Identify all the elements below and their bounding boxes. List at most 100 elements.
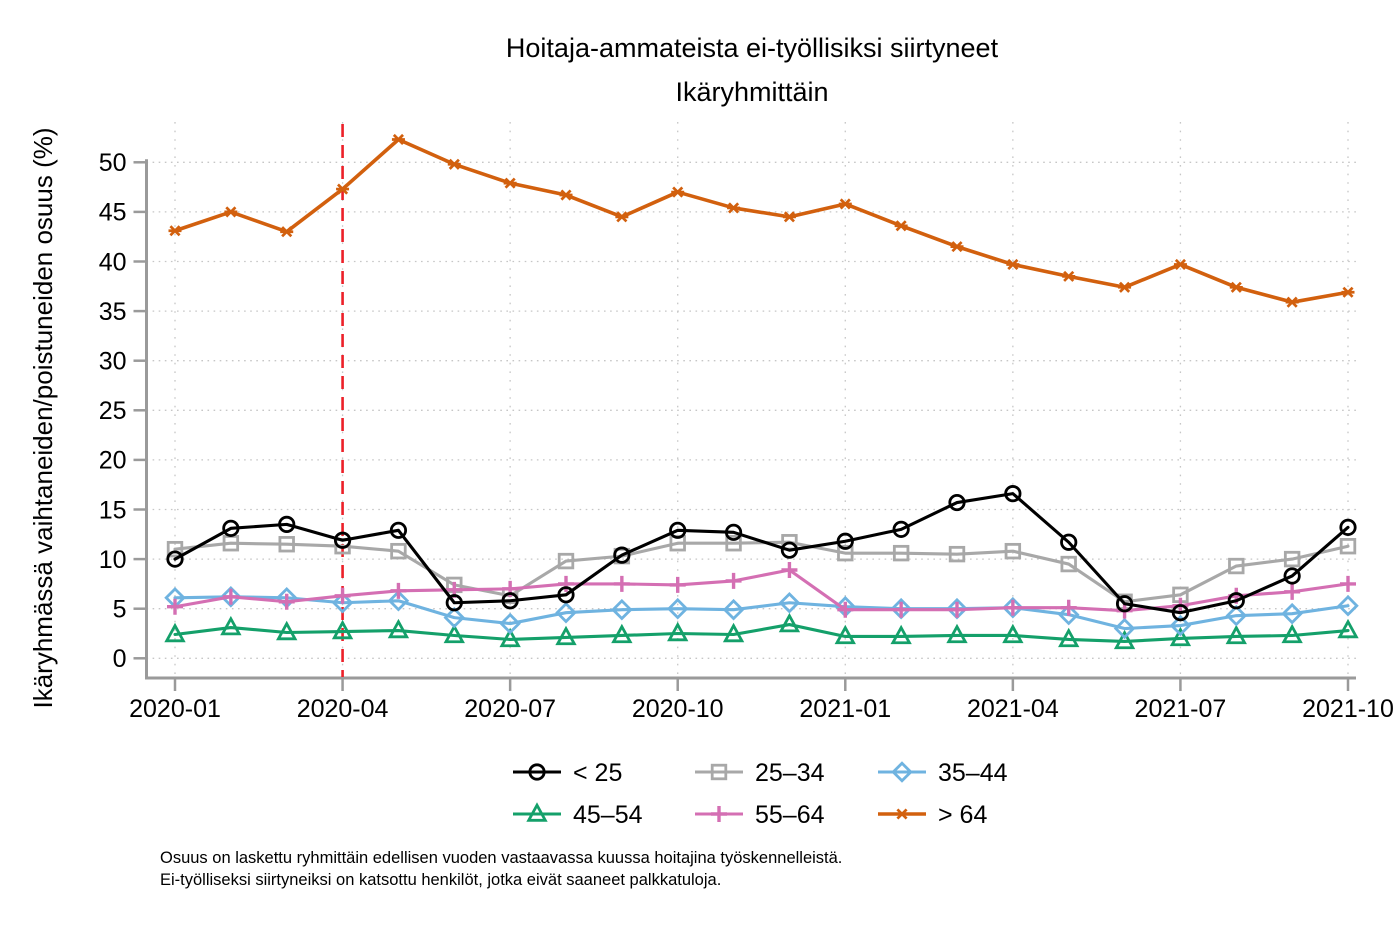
data-point-marker-triangle xyxy=(722,622,745,643)
data-point-marker-asterisk xyxy=(1062,270,1076,282)
data-point-marker-diamond xyxy=(1002,596,1024,619)
series-triangle xyxy=(164,612,1359,650)
data-point-marker-asterisk xyxy=(336,183,350,195)
data-point-marker-triangle xyxy=(1169,626,1192,647)
x-tick-label: 2021-01 xyxy=(799,695,891,723)
data-point-marker-circle xyxy=(1283,567,1301,585)
data-point-marker-circle xyxy=(1004,485,1022,503)
data-point-marker-square xyxy=(390,542,407,560)
data-point-marker-triangle xyxy=(276,620,298,641)
data-point-marker-square xyxy=(837,544,854,562)
data-point-marker-triangle xyxy=(499,627,521,648)
series-plus xyxy=(167,562,1356,619)
data-point-marker-triangle xyxy=(778,612,801,633)
data-point-marker-asterisk xyxy=(1006,258,1020,271)
data-point-marker-asterisk xyxy=(894,220,908,232)
data-point-marker-plus xyxy=(725,572,742,589)
legend-label: 45–54 xyxy=(573,801,643,829)
y-tick-label: 25 xyxy=(99,397,127,425)
x-tick-label: 2021-07 xyxy=(1135,695,1227,723)
data-point-marker-triangle xyxy=(555,625,577,646)
y-tick-label: 50 xyxy=(99,149,127,177)
x-tick-label: 2021-04 xyxy=(967,695,1059,723)
data-point-marker-asterisk xyxy=(224,206,238,218)
data-point-marker-asterisk xyxy=(280,226,294,238)
gridlines xyxy=(146,122,1356,677)
data-point-marker-triangle xyxy=(1281,623,1303,644)
y-tick-label: 35 xyxy=(99,298,127,326)
data-point-marker-asterisk xyxy=(559,189,573,201)
data-point-marker-square xyxy=(557,552,575,570)
legend-item: 25–34 xyxy=(695,759,825,787)
legend-label: < 25 xyxy=(573,759,622,787)
data-point-marker-square xyxy=(278,536,295,553)
data-point-marker-asterisk xyxy=(1285,296,1299,308)
data-point-marker-diamond xyxy=(1281,602,1303,625)
legend-item: 55–64 xyxy=(695,801,825,829)
data-point-marker-circle xyxy=(222,519,240,537)
data-point-marker-triangle xyxy=(611,623,633,644)
data-point-marker-plus xyxy=(278,593,295,610)
data-point-marker-asterisk xyxy=(391,133,405,146)
series-line xyxy=(173,595,1350,631)
data-point-marker-circle xyxy=(724,523,743,541)
data-point-marker-circle xyxy=(892,520,910,538)
y-tick-label: 5 xyxy=(113,595,127,623)
data-point-marker-diamond xyxy=(1337,594,1359,617)
series-line xyxy=(173,540,1350,604)
legend-label: 35–44 xyxy=(938,759,1008,787)
data-point-marker-plus xyxy=(893,601,910,618)
legend-item: 45–54 xyxy=(513,801,643,829)
data-point-marker-plus xyxy=(711,806,727,822)
data-point-marker-circle xyxy=(780,541,799,559)
data-point-marker-square xyxy=(892,544,910,562)
data-point-marker-plus xyxy=(837,601,854,618)
data-point-marker-circle xyxy=(389,521,408,539)
data-point-marker-asterisk xyxy=(503,177,517,189)
legend-item: 35–44 xyxy=(878,759,1008,787)
data-point-marker-plus xyxy=(1284,583,1301,600)
data-point-marker-circle xyxy=(278,515,296,533)
data-point-marker-triangle xyxy=(1337,618,1359,639)
legend-label: > 64 xyxy=(938,801,987,829)
data-point-marker-circle xyxy=(836,532,854,550)
data-point-marker-plus xyxy=(1060,599,1077,616)
data-point-marker-square xyxy=(1339,538,1357,555)
data-point-marker-circle xyxy=(166,550,184,568)
data-point-marker-triangle xyxy=(443,623,465,644)
data-point-marker-asterisk xyxy=(671,186,685,198)
series-line xyxy=(173,492,1350,615)
data-point-marker-asterisk xyxy=(168,225,182,237)
series-line xyxy=(173,137,1350,304)
data-point-marker-plus xyxy=(1340,575,1356,592)
x-tick-label: 2020-10 xyxy=(632,695,724,723)
data-point-marker-plus xyxy=(222,588,239,605)
data-point-marker-asterisk xyxy=(727,202,741,214)
data-point-marker-diamond xyxy=(891,761,913,783)
data-point-marker-diamond xyxy=(1113,617,1136,640)
data-point-marker-circle xyxy=(1227,592,1245,610)
footnote-line1: Osuus on laskettu ryhmittäin edellisen v… xyxy=(160,849,842,867)
data-point-marker-diamond xyxy=(778,591,801,614)
data-point-marker-square xyxy=(948,545,966,563)
data-point-marker-circle xyxy=(501,592,519,610)
data-point-marker-asterisk xyxy=(782,211,796,223)
data-point-marker-circle xyxy=(669,521,687,539)
y-axis-label: Ikäryhmässä vaihtaneiden/poistuneiden os… xyxy=(28,127,58,708)
data-point-marker-diamond xyxy=(1169,614,1192,637)
data-point-marker-triangle xyxy=(331,619,354,640)
data-point-marker-square xyxy=(710,763,728,781)
data-point-marker-circle xyxy=(948,493,966,512)
axis-tick-labels: 0 5 10 15 20 25 30 35 40 45 50 2020-01 2020-04 2020-0… xyxy=(99,149,1394,723)
legend-item: > 64 xyxy=(878,801,987,829)
data-point-marker-circle xyxy=(1115,595,1134,613)
data-point-marker-circle xyxy=(333,531,352,549)
data-point-marker-diamond xyxy=(443,606,466,629)
legend-label: 25–34 xyxy=(755,759,825,787)
data-point-marker-diamond xyxy=(1057,603,1080,626)
data-point-marker-plus xyxy=(390,582,407,599)
legend-item: < 25 xyxy=(513,759,622,787)
data-point-marker-diamond xyxy=(666,597,689,620)
data-point-marker-square xyxy=(1004,542,1022,560)
